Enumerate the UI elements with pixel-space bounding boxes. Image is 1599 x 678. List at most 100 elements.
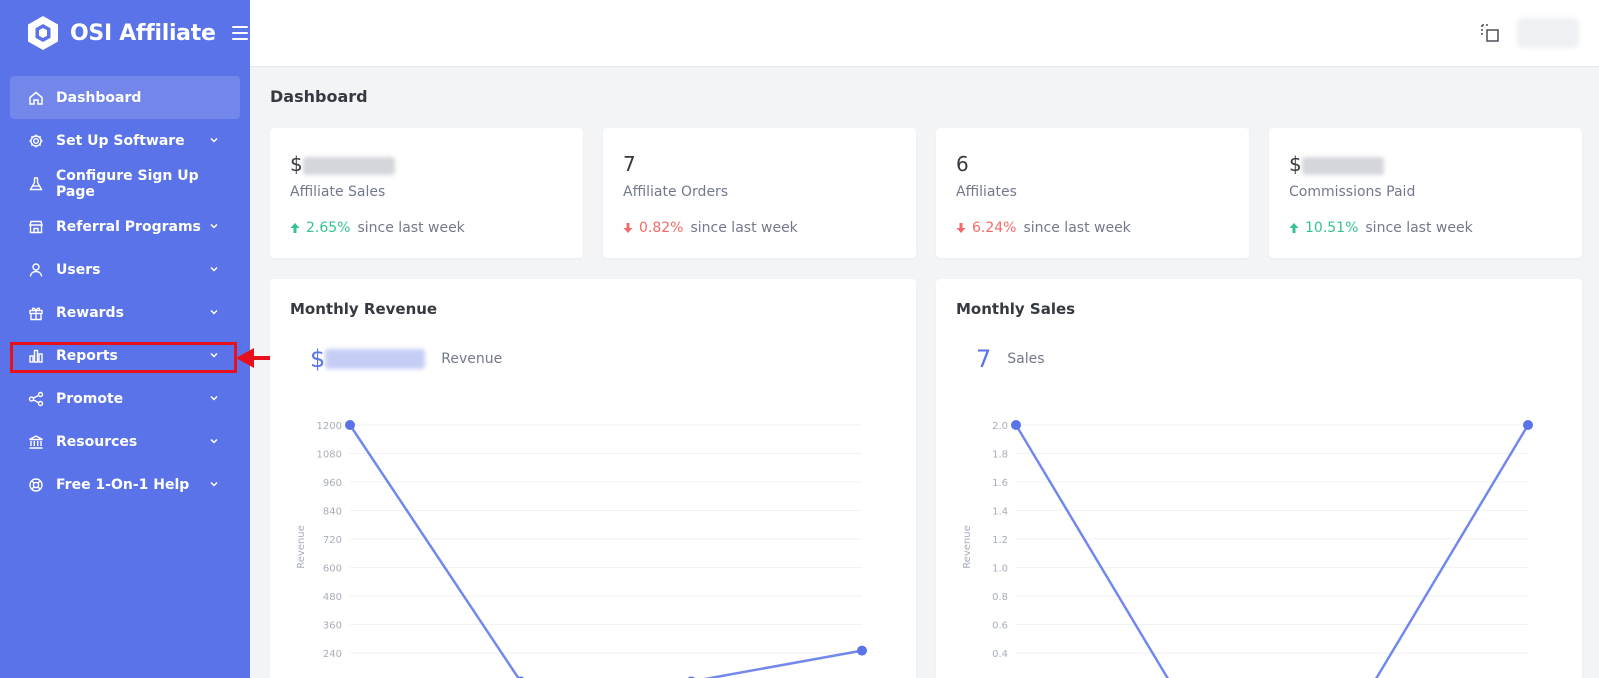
sidebar-item-set-up-software[interactable]: Set Up Software: [10, 119, 240, 162]
lifebuoy-icon: [28, 477, 44, 493]
sidebar-item-rewards[interactable]: Rewards: [10, 291, 240, 334]
chevron-down-icon: [210, 481, 218, 487]
sidebar: OSI Affiliate Dashboard Set Up Software …: [0, 0, 250, 678]
sidebar-item-promote[interactable]: Promote: [10, 377, 240, 420]
stat-since: since last week: [1023, 220, 1131, 236]
stat-since: since last week: [357, 220, 465, 236]
chevron-down-icon: [210, 395, 218, 401]
sidebar-item-free-help[interactable]: Free 1-On-1 Help: [10, 463, 240, 506]
sidebar-item-label: Promote: [56, 390, 124, 407]
y-tick-label: 360: [323, 621, 342, 632]
y-tick-label: 960: [323, 478, 342, 489]
arrow-down-icon: [956, 223, 966, 233]
stat-change: 6.24%: [972, 220, 1017, 236]
sidebar-item-users[interactable]: Users: [10, 248, 240, 291]
settings-icon: [28, 133, 44, 149]
y-tick-label: 480: [323, 592, 342, 603]
stat-trend: 6.24% since last week: [956, 220, 1131, 236]
chevron-down-icon: [210, 223, 218, 229]
sidebar-item-label: Rewards: [56, 304, 124, 321]
chart-summary-label: Sales: [1007, 351, 1045, 367]
chevron-down-icon: [210, 352, 218, 358]
stat-value: $: [1289, 152, 1384, 176]
y-tick-label: 2.0: [992, 421, 1008, 432]
series-line: [348, 424, 863, 678]
stat-label: Affiliate Orders: [623, 184, 729, 200]
stat-card-commissions-paid: $ Commissions Paid 10.51% since last wee…: [1269, 128, 1582, 258]
menu-toggle-icon[interactable]: [231, 26, 248, 40]
page-title: Dashboard: [270, 87, 368, 106]
stat-change: 2.65%: [306, 220, 351, 236]
y-axis-label: Revenue: [296, 525, 307, 569]
y-tick-label: 1.8: [992, 450, 1008, 461]
logo-icon: [28, 16, 58, 50]
stat-trend: 0.82% since last week: [623, 220, 798, 236]
top-bar: [250, 0, 1599, 67]
arrow-down-icon: [623, 223, 633, 233]
share-icon: [28, 391, 44, 407]
stat-label: Commissions Paid: [1289, 184, 1416, 200]
arrow-up-icon: [290, 223, 300, 233]
stat-change: 0.82%: [639, 220, 684, 236]
sidebar-item-configure-sign-up-page[interactable]: Configure Sign Up Page: [10, 162, 240, 205]
home-icon: [28, 90, 44, 106]
user-icon: [28, 262, 44, 278]
blurred-value: [1301, 156, 1384, 175]
stat-value: 7: [623, 152, 636, 176]
y-tick-label: 1.2: [992, 535, 1008, 546]
chevron-down-icon: [210, 309, 218, 315]
y-tick-label: 240: [323, 649, 342, 660]
chart-summary-value: 7: [976, 345, 992, 373]
stat-card-affiliate-sales: $ Affiliate Sales 2.65% since last week: [270, 128, 583, 258]
blurred-value: [302, 156, 395, 175]
y-tick-label: 840: [323, 507, 342, 518]
chart-title: Monthly Sales: [956, 300, 1076, 318]
chart-summary-label: Revenue: [441, 351, 503, 367]
y-tick-label: 1.6: [992, 478, 1008, 489]
flask-icon: [28, 176, 44, 192]
arrow-up-icon: [1289, 223, 1299, 233]
user-avatar[interactable]: [1517, 18, 1579, 48]
y-tick-label: 1200: [317, 421, 342, 432]
data-point[interactable]: [1011, 420, 1021, 430]
chart-summary: 7 Sales: [976, 345, 1045, 373]
stat-trend: 10.51% since last week: [1289, 220, 1473, 236]
y-tick-label: 0.8: [992, 592, 1008, 603]
y-tick-label: 1.0: [992, 564, 1008, 575]
sales-line-chart: 2.0 1.8 1.6 1.4 1.2 1.0 0.8 0.6 0.4 Revenue: [962, 420, 1533, 678]
y-axis-label: Revenue: [962, 525, 973, 569]
sidebar-item-label: Resources: [56, 433, 138, 450]
sidebar-nav: Dashboard Set Up Software Configure Sign…: [10, 76, 240, 506]
revenue-line-chart: 1200 1080 960 840 720 600 480 360 240 Revenue: [296, 420, 867, 678]
y-tick-label: 0.4: [992, 649, 1008, 660]
blurred-value: [325, 349, 426, 369]
data-point[interactable]: [857, 645, 867, 656]
chart-card-monthly-revenue: Monthly Revenue $ Revenue 1200 1080 960 840…: [270, 279, 916, 678]
series-line: [1014, 424, 1530, 678]
stat-card-affiliate-orders: 7 Affiliate Orders 0.82% since last week: [603, 128, 916, 258]
sidebar-item-reports[interactable]: Reports: [10, 334, 240, 377]
y-tick-label: 600: [323, 564, 342, 575]
stat-card-affiliates: 6 Affiliates 6.24% since last week: [936, 128, 1249, 258]
y-tick-label: 1.4: [992, 507, 1008, 518]
gift-icon: [28, 305, 44, 321]
y-tick-label: 720: [323, 535, 342, 546]
stat-value: $: [290, 152, 395, 176]
sidebar-item-label: Set Up Software: [56, 132, 185, 149]
sidebar-item-label: Dashboard: [56, 89, 142, 106]
chevron-down-icon: [210, 438, 218, 444]
sidebar-item-label: Free 1-On-1 Help: [56, 476, 190, 493]
data-point[interactable]: [345, 420, 355, 430]
fullscreen-icon[interactable]: [1479, 22, 1501, 44]
stat-trend: 2.65% since last week: [290, 220, 465, 236]
y-tick-label: 0.6: [992, 621, 1008, 632]
bar-chart-icon: [28, 348, 44, 364]
stat-change: 10.51%: [1305, 220, 1359, 236]
sidebar-item-referral-programs[interactable]: Referral Programs: [10, 205, 240, 248]
data-point[interactable]: [1523, 420, 1533, 430]
y-tick-label: 1080: [317, 450, 342, 461]
sidebar-item-resources[interactable]: Resources: [10, 420, 240, 463]
chart-title: Monthly Revenue: [290, 300, 438, 318]
store-icon: [28, 219, 44, 235]
sidebar-item-dashboard[interactable]: Dashboard: [10, 76, 240, 119]
